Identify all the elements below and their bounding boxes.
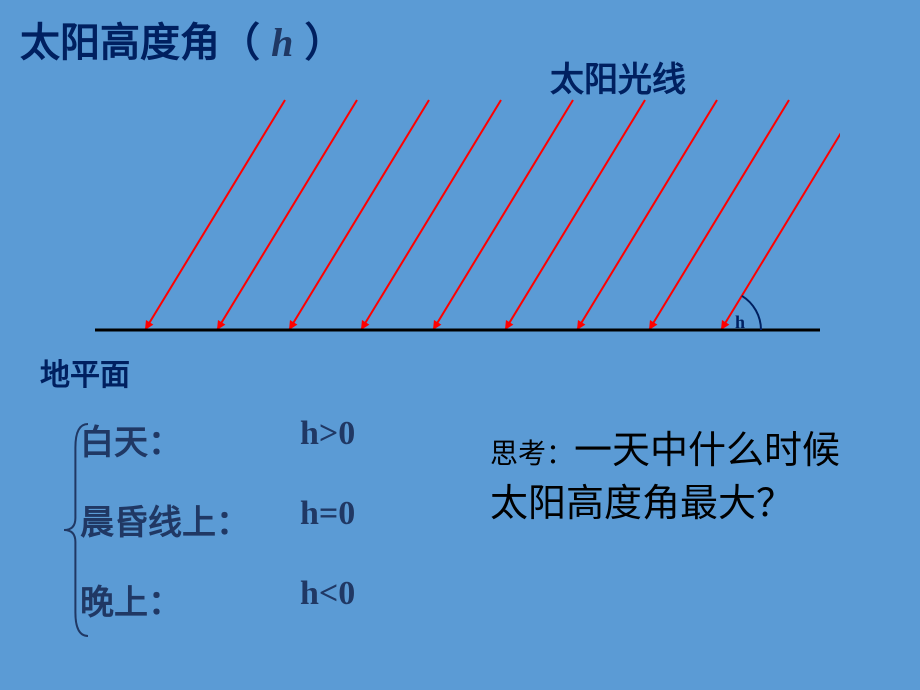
condition-row: 白天： h>0 bbox=[80, 415, 355, 495]
title-suffix: ） bbox=[305, 21, 345, 65]
condition-value: h=0 bbox=[300, 495, 355, 533]
condition-value: h>0 bbox=[300, 415, 355, 453]
conditions-list: 白天： h>0 晨昏线上： h=0 晚上： h<0 bbox=[80, 415, 355, 655]
condition-row: 晨昏线上： h=0 bbox=[80, 495, 355, 575]
page-title: 太阳高度角（ h ） bbox=[20, 10, 345, 68]
condition-row: 晚上： h<0 bbox=[80, 575, 355, 655]
horizon-label: 地平面 bbox=[40, 350, 130, 394]
condition-label: 白天： bbox=[80, 415, 300, 464]
question-text: 思考：一天中什么时候太阳高度角最大？ bbox=[490, 425, 870, 531]
condition-label: 晚上： bbox=[80, 575, 300, 624]
condition-value: h<0 bbox=[300, 575, 355, 613]
title-prefix: 太阳高度角（ bbox=[20, 21, 260, 65]
question-prefix: 思考： bbox=[490, 438, 574, 469]
title-h-letter: h bbox=[271, 20, 293, 65]
angle-h-label: h bbox=[735, 312, 745, 333]
sun-angle-diagram bbox=[60, 80, 840, 340]
condition-label: 晨昏线上： bbox=[80, 495, 300, 544]
